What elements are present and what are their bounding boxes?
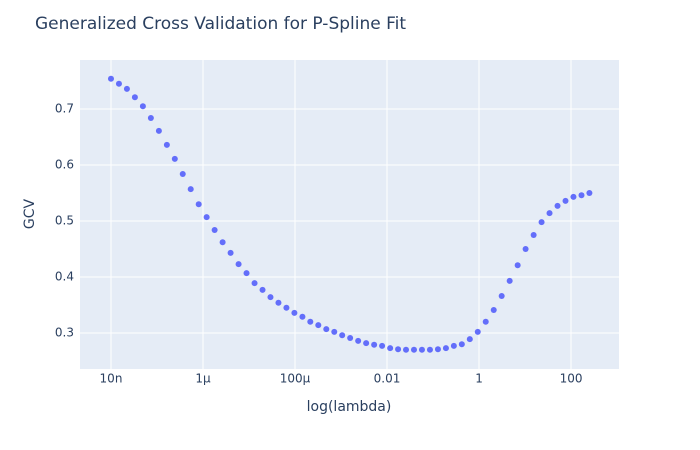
data-point (307, 318, 314, 325)
y-axis-title: GCV (22, 198, 38, 229)
data-point (498, 293, 505, 300)
x-axis-title: log(lambda) (307, 399, 392, 415)
data-point (586, 189, 593, 196)
data-point (403, 346, 410, 353)
data-point (490, 307, 497, 314)
data-point (458, 341, 465, 348)
data-point (482, 318, 489, 325)
data-point (147, 114, 154, 121)
plot-area (80, 60, 619, 369)
data-point (562, 197, 569, 204)
x-tick-label: 1 (475, 372, 483, 386)
x-tick-label: 100 (560, 372, 583, 386)
data-point (275, 299, 282, 306)
data-point (123, 85, 130, 92)
data-point (155, 127, 162, 134)
data-point (267, 294, 274, 301)
data-point (363, 340, 370, 347)
data-point (578, 192, 585, 199)
data-point (187, 186, 194, 193)
data-point (395, 346, 402, 353)
data-point (179, 170, 186, 177)
data-point (171, 155, 178, 162)
data-point (227, 249, 234, 256)
data-point (514, 262, 521, 269)
data-point (219, 239, 226, 246)
data-point (235, 261, 242, 268)
data-point (355, 337, 362, 344)
data-point (299, 313, 306, 320)
data-point (131, 94, 138, 101)
data-point (195, 201, 202, 208)
data-point (506, 277, 513, 284)
x-tick-label: 1µ (195, 372, 211, 386)
data-point (522, 245, 529, 252)
y-tick-label: 0.7 (55, 101, 74, 115)
y-tick-label: 0.3 (55, 325, 74, 339)
data-point (259, 286, 266, 293)
data-point (538, 219, 545, 226)
chart-title: Generalized Cross Validation for P-Splin… (35, 14, 406, 34)
data-point (243, 270, 250, 277)
x-tick-label: 10n (100, 372, 123, 386)
data-point (450, 342, 457, 349)
data-point (331, 328, 338, 335)
data-point (570, 193, 577, 200)
x-tick-label: 0.01 (374, 372, 401, 386)
data-point (474, 328, 481, 335)
data-point (339, 332, 346, 339)
data-point (203, 214, 210, 221)
data-point (371, 341, 378, 348)
data-point (442, 345, 449, 352)
data-point (315, 322, 322, 329)
data-point (115, 80, 122, 87)
y-tick-label: 0.6 (55, 157, 74, 171)
data-point (410, 346, 417, 353)
data-point (347, 335, 354, 342)
data-point (379, 342, 386, 349)
data-point (211, 226, 218, 233)
data-point (163, 141, 170, 148)
data-point (323, 326, 330, 333)
data-point (139, 103, 146, 110)
data-point (466, 336, 473, 343)
data-point (554, 202, 561, 209)
data-point (251, 280, 258, 287)
data-point (434, 346, 441, 353)
data-point (291, 309, 298, 316)
y-tick-label: 0.5 (55, 213, 74, 227)
data-point (546, 210, 553, 217)
data-point (283, 304, 290, 311)
data-point (387, 345, 394, 352)
x-tick-label: 100µ (280, 372, 311, 386)
data-point (107, 75, 114, 82)
y-tick-label: 0.4 (55, 269, 74, 283)
data-point (426, 346, 433, 353)
data-point (418, 346, 425, 353)
data-point (530, 231, 537, 238)
